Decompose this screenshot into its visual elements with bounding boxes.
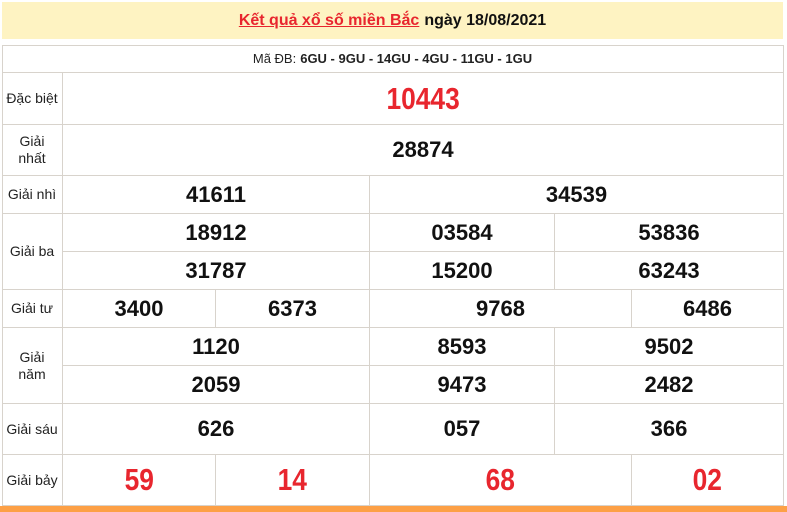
dac-biet-cell: 10443 xyxy=(63,73,784,125)
results-table xyxy=(2,45,784,506)
giai-bay-number: 02 xyxy=(692,462,723,497)
label-giai-bay: Giải bảy xyxy=(2,455,63,506)
label-giai-nam: Giải năm xyxy=(2,328,63,404)
giai-nam-number: 2059 xyxy=(63,366,370,404)
giai-bay-cell: 59 xyxy=(63,455,216,506)
ma-db-codes: 6GU - 9GU - 14GU - 4GU - 11GU - 1GU xyxy=(300,51,533,66)
giai-tu-number: 6373 xyxy=(216,290,370,328)
label-giai-sau: Giải sáu xyxy=(2,404,63,455)
giai-ba-number: 53836 xyxy=(555,214,784,252)
giai-nam-number: 9473 xyxy=(370,366,555,404)
giai-nam-number: 9502 xyxy=(555,328,784,366)
dac-biet-number: 10443 xyxy=(386,80,460,116)
giai-tu-number: 6486 xyxy=(632,290,784,328)
label-dac-biet: Đặc biệt xyxy=(2,73,63,125)
label-giai-ba: Giải ba xyxy=(2,214,63,290)
giai-bay-number: 14 xyxy=(277,462,308,497)
giai-nam-number: 8593 xyxy=(370,328,555,366)
giai-nhi-number: 34539 xyxy=(370,176,784,214)
giai-sau-number: 057 xyxy=(370,404,555,455)
giai-nam-number: 2482 xyxy=(555,366,784,404)
giai-bay-number: 68 xyxy=(485,462,516,497)
results-date: ngày 18/08/2021 xyxy=(424,11,547,29)
results-header: Kết quả xổ số miền Bắc ngày 18/08/2021 xyxy=(2,2,783,39)
label-giai-tu: Giải tư xyxy=(2,290,63,328)
giai-sau-number: 626 xyxy=(63,404,370,455)
label-giai-nhi: Giải nhì xyxy=(2,176,63,214)
giai-ba-number: 15200 xyxy=(370,252,555,290)
giai-bay-cell: 68 xyxy=(370,455,632,506)
label-giai-nhat: Giải nhất xyxy=(2,125,63,176)
results-title-link[interactable]: Kết quả xổ số miền Bắc xyxy=(238,11,420,29)
giai-sau-number: 366 xyxy=(555,404,784,455)
giai-nam-number: 1120 xyxy=(63,328,370,366)
giai-nhi-number: 41611 xyxy=(63,176,370,214)
giai-tu-number: 3400 xyxy=(63,290,216,328)
giai-bay-cell: 02 xyxy=(632,455,784,506)
giai-tu-number: 9768 xyxy=(370,290,632,328)
giai-ba-number: 18912 xyxy=(63,214,370,252)
giai-ba-number: 03584 xyxy=(370,214,555,252)
footer-bar xyxy=(0,506,787,512)
giai-bay-cell: 14 xyxy=(216,455,370,506)
ma-db-row: Mã ĐB: 6GU - 9GU - 14GU - 4GU - 11GU - 1G… xyxy=(2,45,784,73)
giai-nhat-number: 28874 xyxy=(63,125,784,176)
giai-ba-number: 31787 xyxy=(63,252,370,290)
ma-db-label: Mã ĐB: xyxy=(252,51,297,66)
giai-ba-number: 63243 xyxy=(555,252,784,290)
giai-bay-number: 59 xyxy=(124,462,154,497)
